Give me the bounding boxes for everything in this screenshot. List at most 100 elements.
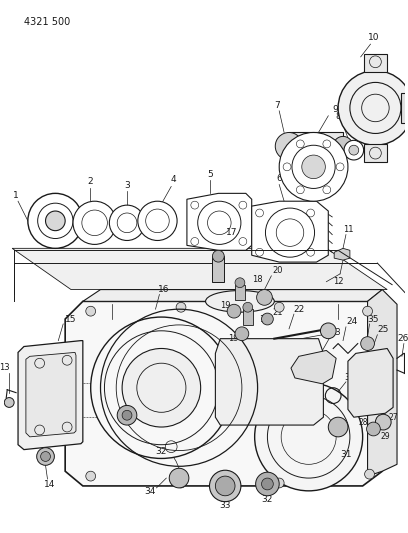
Bar: [401, 93, 408, 123]
Bar: [364, 54, 387, 71]
Circle shape: [361, 337, 375, 350]
Circle shape: [46, 211, 65, 231]
Text: 29: 29: [380, 432, 390, 441]
Circle shape: [275, 133, 303, 160]
Text: 23: 23: [331, 328, 341, 337]
Circle shape: [366, 422, 380, 436]
Text: 2: 2: [87, 177, 93, 186]
Text: 28: 28: [359, 418, 368, 426]
Circle shape: [363, 306, 373, 316]
Circle shape: [66, 383, 76, 393]
Circle shape: [256, 472, 279, 496]
Bar: [289, 133, 343, 160]
Circle shape: [255, 383, 363, 491]
Text: 6: 6: [276, 174, 282, 183]
Text: 16: 16: [157, 285, 169, 294]
Text: 11: 11: [343, 225, 353, 234]
Circle shape: [122, 410, 132, 420]
Circle shape: [86, 306, 95, 316]
Polygon shape: [291, 350, 336, 384]
Text: 13: 13: [0, 362, 10, 372]
Circle shape: [375, 414, 391, 430]
Circle shape: [73, 201, 116, 245]
Circle shape: [279, 133, 348, 201]
Text: 24: 24: [346, 318, 357, 327]
Polygon shape: [215, 338, 324, 425]
Circle shape: [176, 478, 186, 488]
Polygon shape: [26, 352, 76, 437]
Circle shape: [235, 327, 249, 341]
Polygon shape: [12, 248, 387, 289]
Text: 21: 21: [272, 308, 282, 317]
Circle shape: [37, 448, 54, 465]
Text: 30: 30: [345, 374, 355, 383]
Circle shape: [41, 451, 51, 462]
Text: 34: 34: [144, 487, 155, 496]
Text: 31: 31: [340, 450, 352, 459]
Circle shape: [274, 478, 284, 488]
Polygon shape: [18, 341, 83, 450]
Text: 12: 12: [333, 277, 344, 286]
Text: 19: 19: [220, 301, 231, 310]
Text: 7: 7: [274, 101, 280, 110]
Polygon shape: [187, 193, 252, 251]
Text: 22: 22: [293, 305, 304, 314]
Text: 9: 9: [332, 106, 338, 115]
Circle shape: [86, 471, 95, 481]
Circle shape: [138, 201, 177, 240]
Circle shape: [257, 289, 272, 305]
Text: 32: 32: [262, 495, 273, 504]
Polygon shape: [252, 201, 328, 262]
Circle shape: [262, 478, 273, 490]
Text: 33: 33: [220, 501, 231, 510]
Circle shape: [328, 417, 348, 437]
Bar: [243, 309, 253, 325]
Text: 27: 27: [388, 413, 398, 422]
Text: 19: 19: [228, 334, 238, 343]
Text: 18: 18: [252, 275, 263, 284]
Circle shape: [262, 313, 273, 325]
Circle shape: [91, 317, 232, 458]
Circle shape: [169, 469, 189, 488]
Text: 25: 25: [377, 325, 389, 334]
Text: 10: 10: [368, 33, 379, 42]
Circle shape: [349, 146, 359, 155]
Text: 32: 32: [156, 447, 167, 456]
Text: 35: 35: [368, 314, 379, 324]
Circle shape: [109, 205, 145, 240]
Circle shape: [215, 476, 235, 496]
Text: 17: 17: [226, 228, 238, 237]
Circle shape: [373, 383, 382, 393]
Polygon shape: [368, 289, 397, 476]
Bar: [213, 256, 224, 282]
Polygon shape: [348, 349, 393, 417]
Circle shape: [28, 193, 83, 248]
Circle shape: [176, 302, 186, 312]
Text: 14: 14: [44, 480, 55, 489]
Text: 5: 5: [208, 170, 213, 179]
Text: 8: 8: [335, 112, 341, 122]
Circle shape: [117, 406, 137, 425]
Text: 4: 4: [171, 175, 176, 184]
Circle shape: [302, 155, 325, 179]
Text: 1: 1: [13, 191, 19, 200]
Polygon shape: [334, 248, 350, 260]
Circle shape: [365, 469, 375, 479]
Polygon shape: [83, 289, 382, 301]
Bar: [235, 285, 245, 301]
Text: 4321 500: 4321 500: [24, 17, 70, 27]
Text: 20: 20: [272, 266, 282, 276]
Circle shape: [338, 71, 408, 146]
Text: 26: 26: [397, 334, 408, 343]
Text: 15: 15: [65, 314, 77, 324]
Circle shape: [274, 302, 284, 312]
Text: 3: 3: [124, 181, 130, 190]
Circle shape: [227, 304, 241, 318]
Circle shape: [213, 251, 224, 262]
Circle shape: [209, 470, 241, 502]
Circle shape: [122, 349, 201, 427]
Circle shape: [235, 278, 245, 288]
Circle shape: [243, 302, 253, 312]
Circle shape: [4, 398, 14, 407]
Circle shape: [333, 136, 353, 156]
